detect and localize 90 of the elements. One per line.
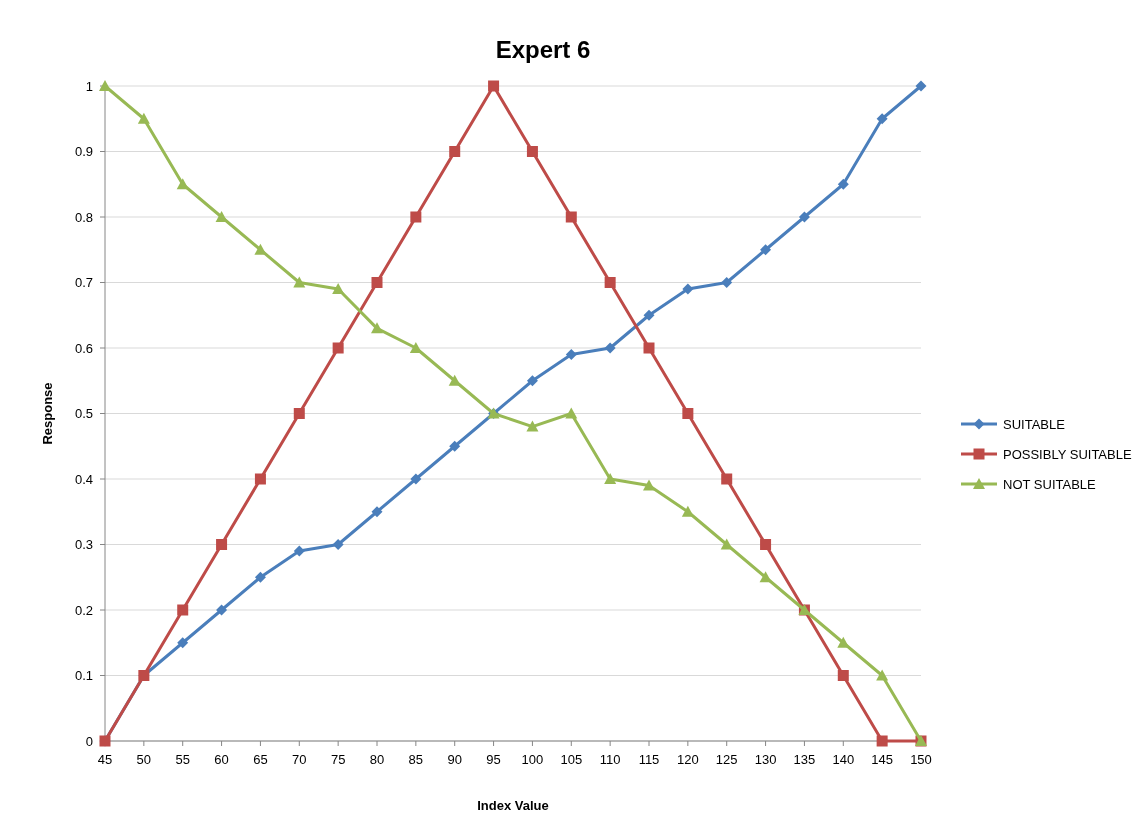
point <box>682 283 694 295</box>
y-tick-label: 0.3 <box>74 537 93 553</box>
point <box>293 276 306 288</box>
point <box>137 112 150 124</box>
point <box>371 506 383 518</box>
point <box>681 505 694 517</box>
point <box>371 322 383 334</box>
legend-label: SUITABLE <box>1003 416 1066 432</box>
x-tick-label: 125 <box>715 752 738 767</box>
y-tick-label: 0 <box>85 733 93 749</box>
point <box>604 473 617 484</box>
point <box>604 342 616 354</box>
point <box>488 80 500 92</box>
y-tick-label: 0.7 <box>74 275 93 291</box>
x-tick-label: 135 <box>793 752 816 767</box>
x-tick-label: 45 <box>97 752 113 767</box>
x-axis-title: Index Value <box>477 798 549 813</box>
point <box>332 539 344 550</box>
x-tick-label: 100 <box>521 752 544 767</box>
point <box>682 408 694 419</box>
x-tick-label: 145 <box>871 752 893 767</box>
point <box>332 283 345 295</box>
point <box>216 539 228 550</box>
point <box>760 244 772 256</box>
point <box>643 309 655 321</box>
point <box>760 539 772 550</box>
x-tick-label: 95 <box>486 752 501 767</box>
point <box>254 571 266 583</box>
x-tick-label: 75 <box>330 752 346 767</box>
point <box>526 146 538 157</box>
point <box>643 342 655 354</box>
point <box>604 277 616 288</box>
point <box>876 113 888 125</box>
point <box>254 473 266 485</box>
x-tick-label: 80 <box>369 752 385 767</box>
point <box>293 545 305 557</box>
x-tick-label: 105 <box>560 752 583 767</box>
point <box>876 735 888 747</box>
x-tick-label: 70 <box>292 752 307 767</box>
y-tick-label: 0.9 <box>74 144 93 160</box>
point <box>371 277 383 288</box>
chart-title: Expert 6 <box>495 36 591 63</box>
point <box>177 604 189 616</box>
y-tick-label: 0.5 <box>74 406 93 422</box>
y-tick-label: 0.8 <box>74 209 93 225</box>
y-tick-label: 0.4 <box>74 471 93 487</box>
x-tick-label: 60 <box>214 752 229 767</box>
point <box>565 349 577 361</box>
point <box>410 473 422 485</box>
point <box>565 211 577 223</box>
point <box>643 479 655 491</box>
point <box>837 178 849 190</box>
point <box>99 80 111 91</box>
y-tick-label: 0.6 <box>74 340 93 356</box>
point <box>837 670 849 681</box>
point <box>720 538 733 550</box>
x-tick-label: 120 <box>677 752 699 767</box>
x-tick-label: 55 <box>175 752 190 767</box>
x-tick-label: 50 <box>136 752 152 767</box>
point <box>216 604 228 616</box>
point <box>410 211 422 223</box>
y-tick-label: 0.2 <box>74 602 93 618</box>
y-tick-label: 0.1 <box>74 668 93 684</box>
point <box>332 342 344 354</box>
point <box>449 146 461 157</box>
point <box>526 420 539 432</box>
x-tick-label: 115 <box>638 752 660 767</box>
point <box>176 178 189 190</box>
point <box>215 211 228 222</box>
x-tick-label: 85 <box>408 752 424 767</box>
point <box>798 211 810 223</box>
x-tick-label: 140 <box>832 752 855 767</box>
x-tick-label: 150 <box>910 752 932 767</box>
point <box>721 277 733 288</box>
point <box>721 473 733 485</box>
point <box>915 80 927 92</box>
legend-label: POSSIBLY SUITABLE <box>1003 446 1132 462</box>
point <box>449 440 461 452</box>
y-axis-title: Response <box>40 382 55 445</box>
point <box>876 669 889 681</box>
x-tick-label: 90 <box>447 752 462 767</box>
point <box>177 637 189 649</box>
x-tick-label: 65 <box>253 752 268 767</box>
legend-label: NOT SUITABLE <box>1003 476 1097 492</box>
x-tick-label: 110 <box>599 752 621 767</box>
point <box>565 407 578 419</box>
x-tick-label: 130 <box>754 752 777 767</box>
point <box>293 408 305 419</box>
y-tick-label: 1 <box>85 78 93 94</box>
point <box>526 375 538 387</box>
